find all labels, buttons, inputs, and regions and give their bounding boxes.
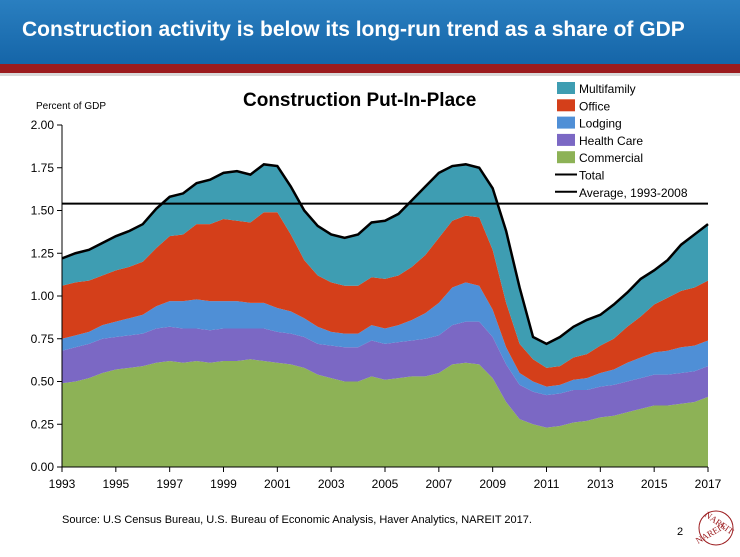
x-tick-label: 1993	[49, 477, 76, 491]
area-multifamily	[62, 164, 708, 368]
y-tick-label: 1.50	[31, 204, 55, 218]
y-tick-label: 1.75	[31, 161, 55, 175]
legend-swatch	[557, 82, 575, 94]
area-health-care	[62, 321, 708, 428]
total-series-line	[61, 163, 709, 346]
x-tick-label: 2013	[587, 477, 614, 491]
y-tick-label: 0.25	[31, 417, 55, 431]
legend-label: Health Care	[579, 134, 643, 148]
page-number: 2	[677, 526, 684, 538]
x-tick-label: 1999	[210, 477, 237, 491]
legend-label: Commercial	[579, 151, 643, 165]
nareit-logo: NAREIT NAREIT	[690, 500, 736, 552]
x-tick-label: 2009	[479, 477, 506, 491]
y-tick-label: 0.00	[31, 460, 55, 474]
legend-label: Lodging	[579, 117, 622, 131]
nareit-logo-mark: NAREIT NAREIT	[694, 509, 736, 545]
area-lodging	[62, 282, 708, 396]
y-axis-label: Percent of GDP	[36, 101, 106, 112]
legend-swatch	[557, 116, 575, 129]
title-banner: Construction activity is below its long-…	[0, 0, 740, 64]
x-tick-label: 2007	[425, 477, 452, 491]
legend-label: Average, 1993-2008	[579, 186, 688, 200]
legend-label: Office	[579, 99, 610, 113]
x-tick-label: 1995	[102, 477, 129, 491]
area-office	[62, 212, 708, 387]
legend-swatch	[557, 133, 575, 146]
legend-label: Multifamily	[579, 82, 636, 96]
legend-swatch	[557, 151, 575, 164]
slide-title: Construction activity is below its long-…	[22, 18, 685, 41]
source-note: Source: U.S Census Bureau, U.S. Bureau o…	[62, 514, 532, 526]
y-tick-label: 2.00	[31, 118, 55, 132]
x-tick-label: 2001	[264, 477, 291, 491]
title-shade	[0, 73, 740, 76]
chart-title: Construction Put-In-Place	[243, 90, 476, 111]
area-layers	[62, 164, 708, 467]
x-tick-label: 2017	[695, 477, 722, 491]
x-tick-label: 1997	[156, 477, 183, 491]
y-tick-label: 0.75	[31, 332, 55, 346]
legend: Multifamily Office Lodging Health Care Comme…	[555, 82, 688, 200]
axis-ticks: 0.00 0.25 0.50 0.75 1.00 1.25 1.50 1.75 2.00 1993…	[31, 118, 722, 491]
x-tick-label: 2015	[641, 477, 668, 491]
legend-label: Total	[579, 169, 604, 183]
y-tick-label: 0.50	[31, 375, 55, 389]
area-commercial	[62, 359, 708, 467]
x-tick-label: 2003	[318, 477, 345, 491]
y-tick-label: 1.00	[31, 289, 55, 303]
title-stripe	[0, 64, 740, 73]
legend-swatch	[557, 99, 575, 112]
y-tick-label: 1.25	[31, 246, 55, 260]
x-tick-label: 2011	[534, 477, 560, 491]
x-tick-label: 2005	[372, 477, 399, 491]
